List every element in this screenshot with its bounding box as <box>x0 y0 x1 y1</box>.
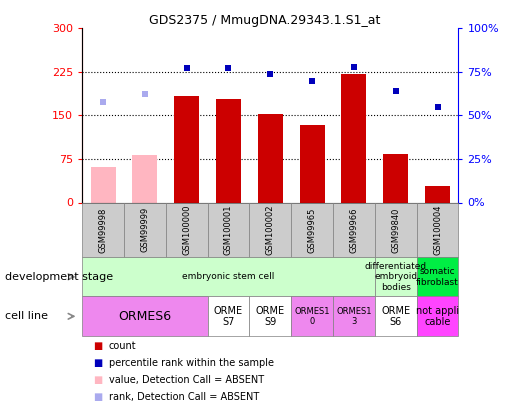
Text: GSM100002: GSM100002 <box>266 205 275 255</box>
Text: development stage: development stage <box>5 272 113 282</box>
Text: GSM99965: GSM99965 <box>307 207 316 253</box>
Bar <box>383 154 408 202</box>
Bar <box>258 114 283 202</box>
Text: differentiated
embryoid
bodies: differentiated embryoid bodies <box>365 262 427 292</box>
Bar <box>425 186 450 202</box>
Bar <box>174 96 199 202</box>
Text: ORMES6: ORMES6 <box>118 310 171 323</box>
Text: GSM99966: GSM99966 <box>349 207 358 253</box>
Text: ■: ■ <box>93 358 102 368</box>
Text: ■: ■ <box>93 341 102 351</box>
Text: count: count <box>109 341 136 351</box>
Bar <box>299 125 325 202</box>
Bar <box>216 99 241 202</box>
Bar <box>341 74 366 202</box>
Text: GSM100004: GSM100004 <box>433 205 442 255</box>
Text: percentile rank within the sample: percentile rank within the sample <box>109 358 273 368</box>
Text: not appli
cable: not appli cable <box>416 305 459 327</box>
Bar <box>91 166 116 202</box>
Bar <box>132 155 157 202</box>
Text: embryonic stem cell: embryonic stem cell <box>182 272 275 281</box>
Text: ORME
S7: ORME S7 <box>214 305 243 327</box>
Text: ORMES1
0: ORMES1 0 <box>294 307 330 326</box>
Text: cell line: cell line <box>5 311 48 321</box>
Text: ORMES1
3: ORMES1 3 <box>336 307 372 326</box>
Text: GSM99840: GSM99840 <box>391 207 400 253</box>
Text: somatic
fibroblast: somatic fibroblast <box>416 267 459 286</box>
Text: GDS2375 / MmugDNA.29343.1.S1_at: GDS2375 / MmugDNA.29343.1.S1_at <box>149 14 381 27</box>
Text: GSM99998: GSM99998 <box>99 207 108 253</box>
Text: ■: ■ <box>93 375 102 385</box>
Text: ORME
S6: ORME S6 <box>381 305 410 327</box>
Text: ORME
S9: ORME S9 <box>256 305 285 327</box>
Text: GSM99999: GSM99999 <box>140 207 149 252</box>
Text: GSM100001: GSM100001 <box>224 205 233 255</box>
Text: value, Detection Call = ABSENT: value, Detection Call = ABSENT <box>109 375 264 385</box>
Text: rank, Detection Call = ABSENT: rank, Detection Call = ABSENT <box>109 392 259 402</box>
Text: GSM100000: GSM100000 <box>182 205 191 255</box>
Text: ■: ■ <box>93 392 102 402</box>
